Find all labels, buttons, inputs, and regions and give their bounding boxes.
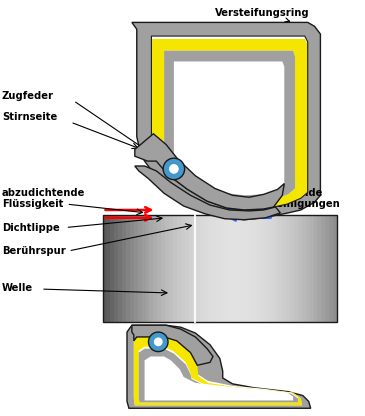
Bar [204,215,208,322]
Bar [142,215,146,322]
Bar [107,215,110,322]
Bar [294,215,298,322]
Bar [103,215,107,322]
Text: Zugfeder: Zugfeder [2,91,54,101]
Bar [185,215,189,322]
Bar [259,215,263,322]
Bar [290,215,294,322]
Bar [208,215,212,322]
Bar [146,215,149,322]
Polygon shape [174,62,284,195]
Bar [243,215,247,322]
Bar [255,215,259,322]
Bar [118,215,122,322]
Polygon shape [134,335,302,405]
Text: abzudichtende: abzudichtende [239,188,323,198]
Polygon shape [139,349,298,402]
Bar [224,215,228,322]
Bar [333,215,337,322]
Bar [239,215,243,322]
Text: Berührspur: Berührspur [2,246,66,256]
Bar [138,215,142,322]
Bar [192,215,196,322]
Circle shape [154,337,163,346]
Bar [134,215,138,322]
Polygon shape [135,134,284,210]
Polygon shape [139,347,298,402]
Bar [247,215,251,322]
Bar [130,215,134,322]
Bar [325,215,329,322]
Text: abzudichtende: abzudichtende [2,188,85,198]
Polygon shape [151,36,308,210]
Bar [310,215,314,322]
Bar [263,215,267,322]
Circle shape [163,158,185,180]
Bar [302,215,306,322]
Bar [274,215,278,322]
Bar [200,215,204,322]
Polygon shape [127,325,311,408]
Bar [169,215,173,322]
Bar [220,215,224,322]
Bar [212,215,216,322]
Text: Versteifungsring: Versteifungsring [215,7,310,22]
Bar [153,215,157,322]
Polygon shape [151,39,308,210]
Bar [216,215,220,322]
Bar [110,215,114,322]
Bar [149,215,153,322]
Bar [173,215,177,322]
Polygon shape [132,325,213,365]
Circle shape [149,332,168,352]
Bar [322,215,325,322]
Bar [282,215,286,322]
Text: Bodenseite: Bodenseite [220,73,299,92]
Polygon shape [145,357,293,401]
Bar [318,215,322,322]
Bar [189,215,192,322]
Circle shape [169,164,179,174]
Bar [286,215,290,322]
Polygon shape [135,166,280,220]
Text: Welle: Welle [2,283,33,293]
Bar [329,215,333,322]
Text: Membran: Membran [220,144,281,161]
Bar [177,215,181,322]
Bar [161,215,165,322]
Bar [267,215,270,322]
Bar [181,215,185,322]
Bar [298,215,302,322]
Bar [314,215,318,322]
Bar [103,215,337,322]
Bar [228,215,231,322]
Polygon shape [164,51,295,202]
Bar [278,215,282,322]
Text: Stirnseite: Stirnseite [2,112,57,122]
Polygon shape [164,51,295,202]
Text: Flüssigkeit: Flüssigkeit [2,199,64,209]
Polygon shape [134,337,302,405]
Text: Dichtlippe: Dichtlippe [2,223,60,233]
Bar [306,215,310,322]
Bar [165,215,169,322]
Bar [231,215,235,322]
Bar [126,215,130,322]
Text: Verunreinigungen: Verunreinigungen [239,199,341,209]
Bar [122,215,126,322]
Bar [270,215,274,322]
Polygon shape [132,22,320,220]
Bar [251,215,255,322]
Bar [157,215,161,322]
Bar [196,215,200,322]
Bar [235,215,239,322]
Bar [114,215,118,322]
